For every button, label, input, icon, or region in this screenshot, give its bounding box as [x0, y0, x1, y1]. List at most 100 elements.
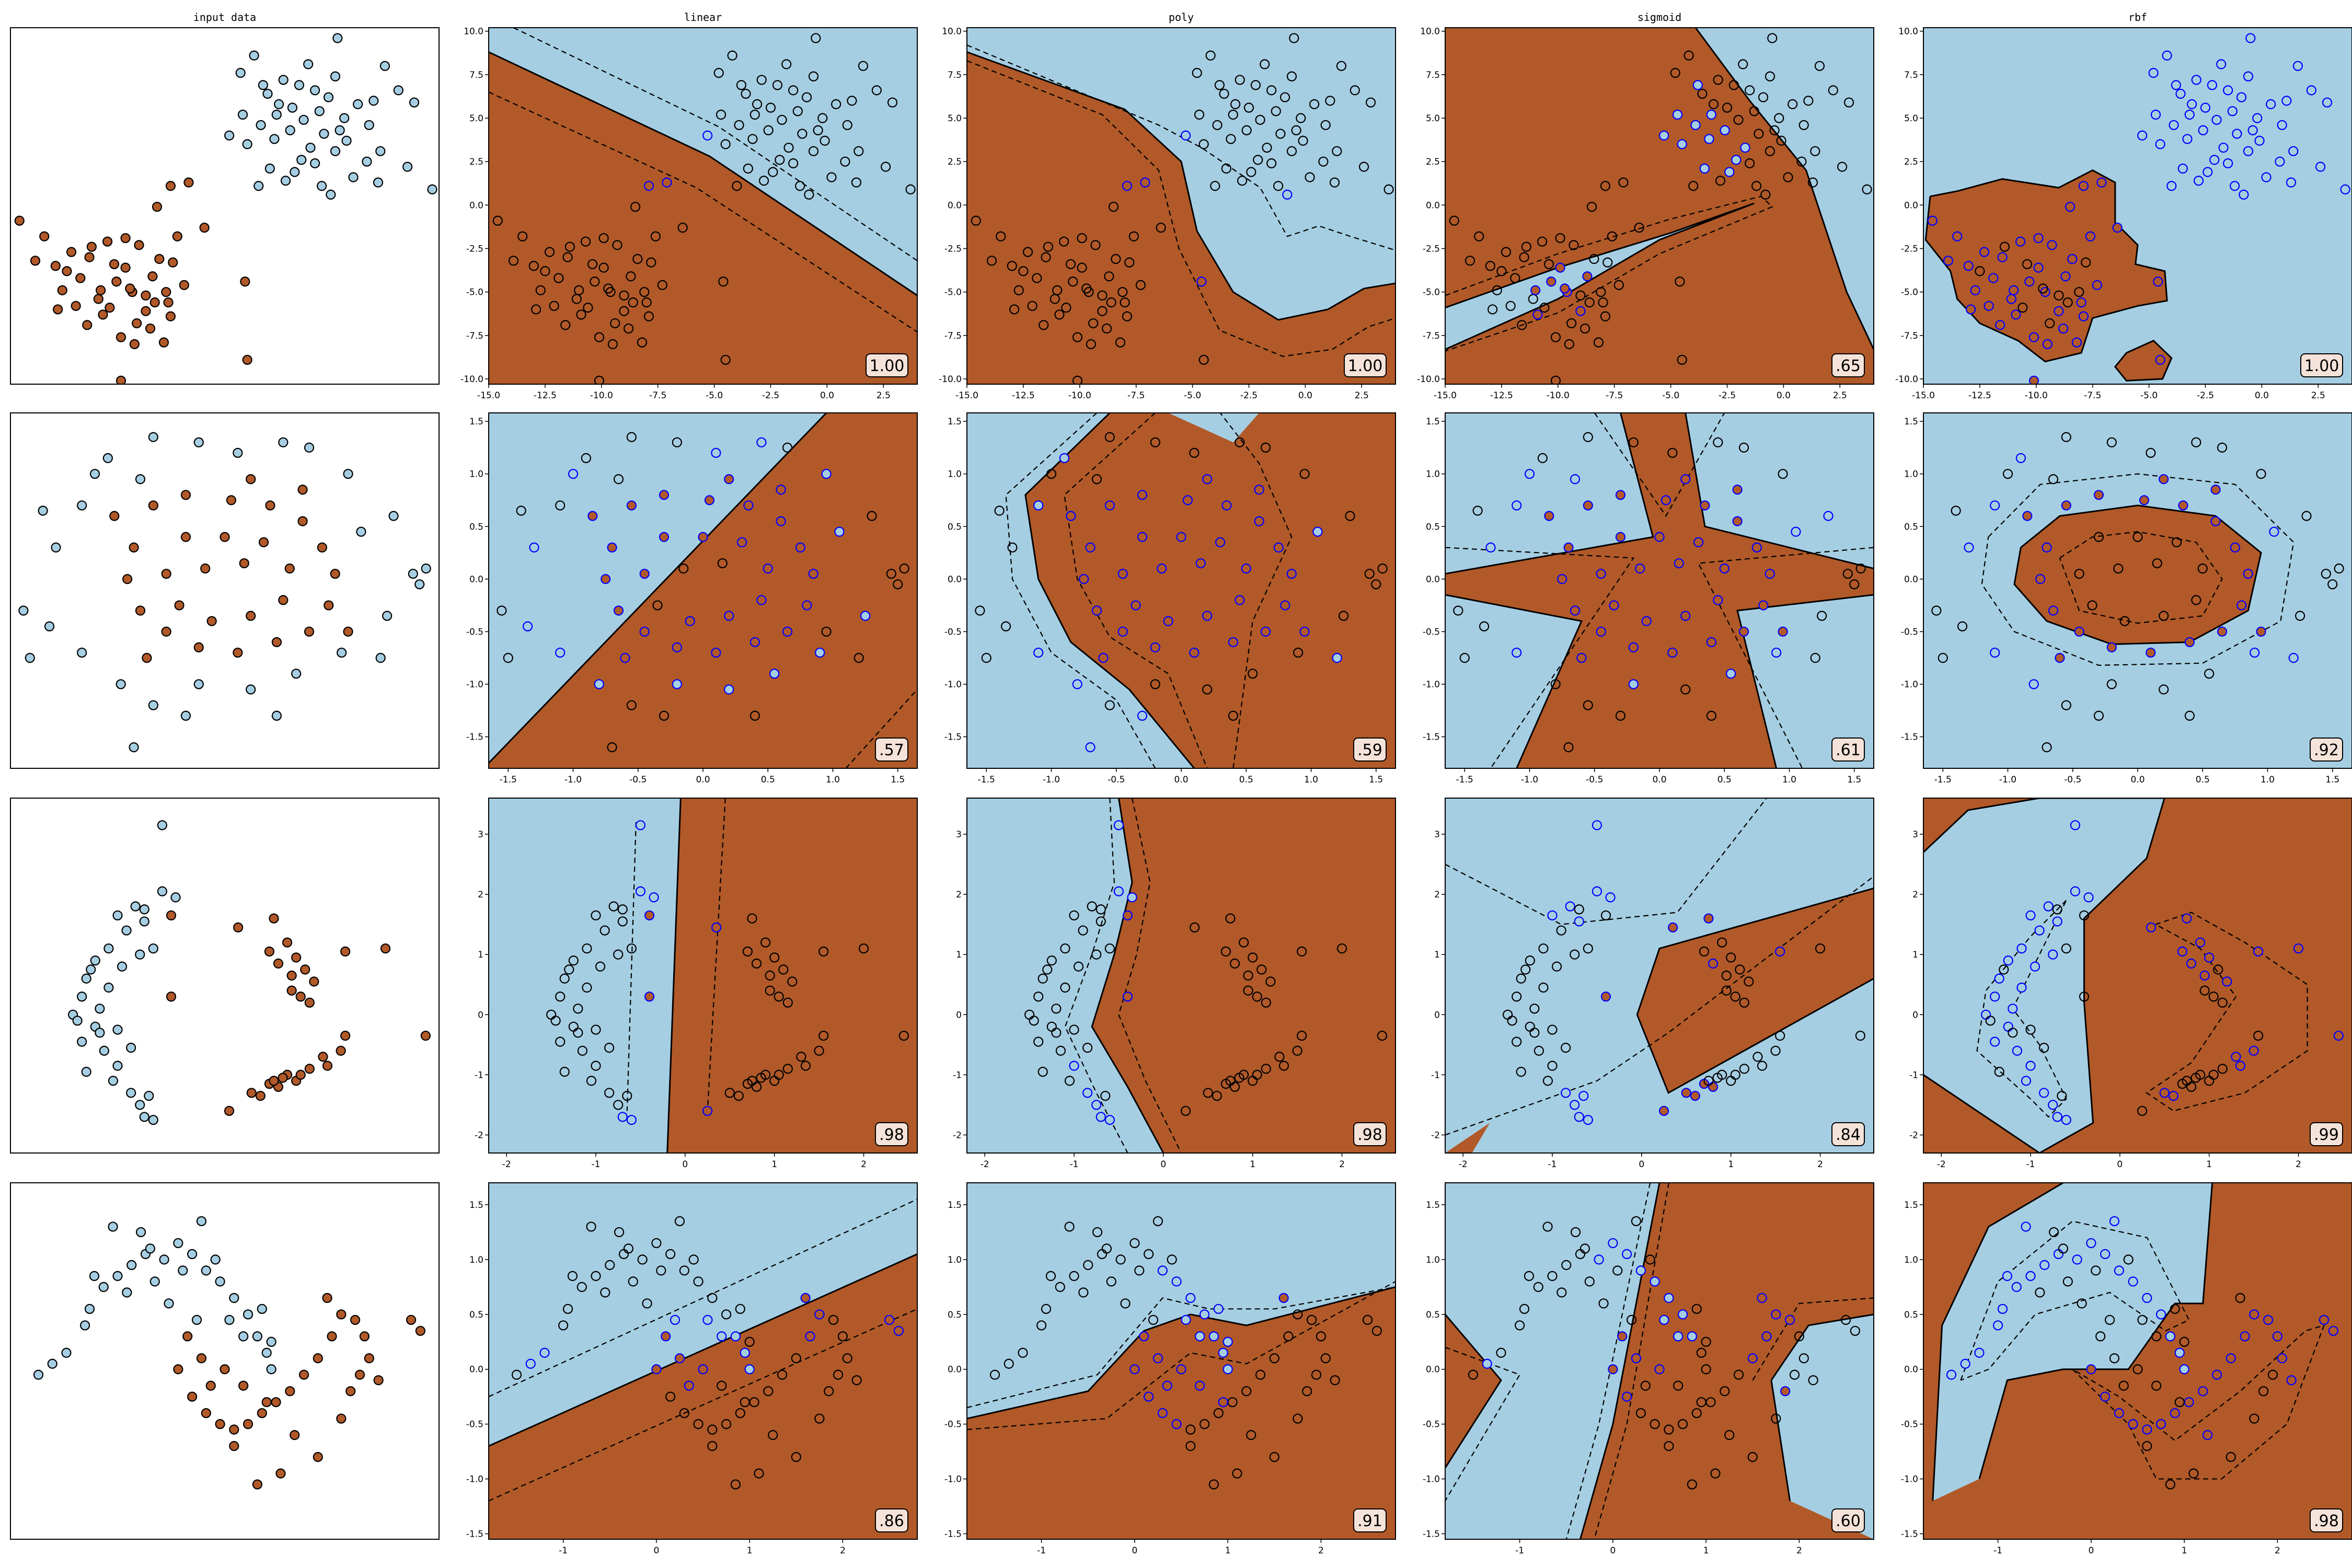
class-a-point-32	[326, 189, 336, 200]
class-b-point-17	[182, 1331, 193, 1342]
class-a-point-9	[1286, 71, 1297, 82]
class-b-point-12	[1739, 1064, 1749, 1074]
class-a-point-1	[613, 474, 624, 485]
class-a-point-20	[1096, 1112, 1106, 1122]
y-tick-label: -1.0	[466, 679, 483, 690]
score-label: .60	[1836, 1512, 1861, 1530]
x-tick-label: -1.5	[978, 775, 995, 785]
class-b-point-26	[884, 1315, 895, 1325]
class-b-point-18	[172, 231, 182, 241]
class-a-point-19	[1033, 500, 1044, 511]
y-tick-label: 1.0	[1904, 469, 1918, 480]
column-title-0: input data	[193, 11, 256, 24]
score-label: .91	[1357, 1512, 1382, 1530]
class-a-point-8	[1516, 973, 1526, 984]
class-a-point-9	[1608, 1238, 1618, 1249]
class-b-point-10	[2146, 648, 2156, 658]
class-b-point-7	[1730, 991, 1740, 1002]
class-b-point-30	[643, 181, 654, 191]
score-box	[1353, 1122, 1387, 1146]
points	[989, 1216, 1382, 1490]
class-b-point-0	[173, 1364, 183, 1375]
class-a-point-0	[130, 901, 141, 912]
class-a-point-28	[196, 1216, 207, 1227]
class-a-point-36	[794, 181, 805, 191]
class-b-point-37	[2009, 285, 2019, 295]
class-a-point-5	[1091, 949, 1102, 960]
class-b-point-6	[735, 1408, 745, 1419]
class-b-point-29	[754, 1468, 764, 1479]
class-b-point-18	[2171, 537, 2182, 548]
class-a-point-31	[497, 605, 507, 616]
y-tick-label: 1.5	[948, 1200, 962, 1210]
score-label: .86	[879, 1512, 904, 1530]
class-b-point-7	[774, 991, 784, 1002]
class-a-point-21	[1667, 447, 1678, 458]
x-tick-label: -12.5	[1012, 390, 1035, 401]
class-a-point-4	[278, 75, 289, 85]
panels-grid: -15.0 -12.5 -10.0 -7.5 -5.0 -2.5 0.0 2.510.07.5…	[10, 27, 2352, 1556]
class-b-point-24	[1293, 1413, 1303, 1424]
x-tick-label: 2	[840, 1546, 846, 1556]
class-b-point-11	[805, 1331, 815, 1342]
class-a-point-27	[1570, 1227, 1581, 1238]
class-a-point-9	[651, 1238, 662, 1249]
class-a-point-19	[613, 1100, 624, 1110]
class-a-point-11	[1309, 99, 1320, 109]
class-a-point-25	[1946, 1369, 1957, 1380]
class-b-point-1	[665, 1391, 676, 1402]
class-b-point-26	[1195, 558, 1206, 569]
axes-frame	[966, 27, 1396, 385]
class-a-point-1	[1570, 474, 1581, 485]
class-b-point-13	[2048, 605, 2059, 616]
class-b-point-33	[1640, 1380, 1651, 1391]
class-b-point-12	[161, 626, 171, 637]
region-1	[1445, 203, 1755, 350]
class-b-point-8	[1260, 626, 1271, 637]
class-b-point-32	[677, 222, 688, 233]
class-a-point-11	[1157, 1265, 1168, 1276]
y-tick-label: -5.0	[1901, 287, 1918, 298]
class-b-point-6	[75, 273, 86, 283]
class-a-point-35	[758, 176, 769, 186]
class-b-point-34	[2155, 354, 2165, 365]
class-a-point-45	[1243, 102, 1254, 113]
margin-line-3	[2072, 1324, 2325, 1480]
class-b-point-9	[2184, 637, 2195, 648]
class-a-point-28	[1228, 710, 1238, 721]
class-a-point-14	[1033, 1036, 1044, 1047]
class-b-point-20	[2011, 309, 2021, 320]
class-b-point-16	[373, 1375, 384, 1386]
class-a-point-20	[2061, 432, 2071, 442]
class-a-point-29	[1598, 1298, 1609, 1309]
class-a-point-25	[1468, 1369, 1479, 1380]
class-a-point-33	[1101, 1243, 1112, 1254]
class-a-point-16	[1677, 139, 1687, 149]
class-b-point-20	[756, 595, 767, 605]
x-tick-label: 0.5	[1717, 775, 1732, 785]
y-tick-label: -10.0	[939, 374, 962, 385]
y-tick-label: 2.5	[1426, 157, 1440, 167]
class-b-point-17	[1176, 532, 1186, 542]
class-a-point-1	[2025, 910, 2036, 921]
class-a-point-7	[1551, 961, 1562, 972]
class-a-point-20	[2052, 1112, 2062, 1122]
class-a-point-35	[1237, 176, 1248, 186]
class-b-point-12	[1771, 1309, 1781, 1320]
axes-frame	[1923, 1182, 2352, 1540]
class-b-point-28	[1185, 1441, 1196, 1451]
class-b-point-22	[1163, 616, 1173, 626]
class-a-point-24	[854, 653, 864, 663]
class-a-point-5	[135, 949, 145, 960]
class-b-point-11	[598, 262, 609, 273]
margin-line-2	[1445, 195, 1773, 352]
class-b-point-4	[1185, 1424, 1196, 1435]
class-a-point-17	[1212, 120, 1223, 130]
class-b-point-1	[508, 256, 519, 266]
class-a-point-41	[364, 120, 374, 130]
margin-line-2	[1445, 875, 1874, 1136]
class-a-point-28	[1152, 1216, 1163, 1227]
class-a-point-42	[1365, 97, 1376, 108]
